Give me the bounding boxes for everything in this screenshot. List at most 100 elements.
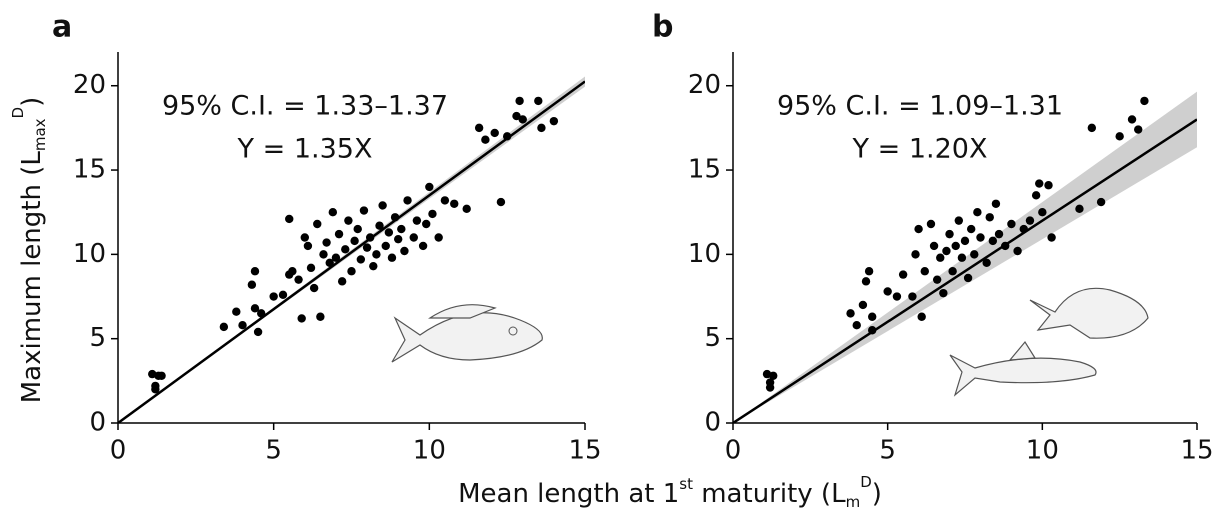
annotation: Y = 1.20X [852,134,988,165]
data-point [288,267,297,276]
data-point [945,229,954,239]
data-point [534,96,543,106]
data-point [347,267,356,276]
data-point [151,381,160,391]
data-point [864,267,874,276]
panel-label: a [52,10,72,45]
data-point [1007,219,1016,229]
data-point [973,208,982,217]
data-point [344,216,353,225]
y-tick-label: 20 [73,70,106,100]
y-tick-label: 15 [688,155,721,185]
data-point [294,275,303,284]
data-point [908,292,917,301]
data-point [353,224,362,234]
data-point [898,270,908,279]
data-point [331,253,341,262]
data-point [948,267,957,276]
data-point [951,241,960,251]
data-point [306,263,316,273]
data-point [337,277,347,286]
plot-area [118,76,585,423]
x-tick-label: 10 [1026,436,1059,466]
data-point [917,312,926,321]
data-point [269,292,278,301]
panel-label: b [652,10,673,45]
data-point [920,267,929,276]
data-point [1115,132,1124,141]
data-point [365,233,375,242]
data-point [334,229,344,239]
data-point [369,261,378,271]
data-point [490,128,499,138]
annotation: 95% C.I. = 1.33–1.37 [162,91,448,122]
data-point [537,123,546,133]
data-point [1127,115,1137,124]
data-point [278,290,288,300]
data-point [1044,181,1053,190]
data-point [341,245,350,254]
data-point [309,283,319,293]
data-point [858,300,868,310]
data-point [462,204,471,214]
data-point [861,277,871,286]
data-point [412,216,422,225]
data-point [1035,179,1044,188]
data-point [994,229,1004,239]
data-point [328,208,338,217]
data-point [232,307,241,316]
annotation: 95% C.I. = 1.09–1.31 [777,91,1063,122]
data-point [963,273,973,283]
y-tick-label: 0 [89,408,106,438]
data-point [982,258,991,267]
data-point [970,250,979,259]
data-point [1019,224,1028,234]
data-point [852,320,861,330]
data-point [474,123,484,133]
data-point [359,206,369,215]
data-point [1031,191,1041,200]
data-point [394,234,403,244]
data-point [936,253,945,262]
data-point [957,253,967,262]
data-point [381,241,390,251]
data-point [512,111,521,121]
data-point [1134,125,1143,134]
data-point [440,196,450,205]
data-point [988,236,998,246]
data-point [518,115,527,124]
plot-area [733,91,1197,423]
data-point [418,241,428,251]
y-tick-label: 5 [704,323,721,353]
data-point [362,243,372,252]
y-tick-label: 20 [688,70,721,100]
data-point [1075,204,1084,214]
data-point [387,253,397,262]
data-point [378,201,387,210]
data-point [422,219,431,229]
data-point [883,287,892,296]
data-point [502,132,512,141]
data-point [219,322,229,332]
data-point [303,241,313,251]
data-point [1038,208,1047,217]
data-point [250,304,260,313]
data-point [496,197,506,207]
data-point [1096,197,1106,207]
data-point [257,309,266,318]
data-point [313,219,322,229]
data-point [285,214,294,224]
data-point [247,280,257,289]
data-point [932,275,942,284]
data-point [911,250,920,259]
y-tick-label: 0 [704,408,721,438]
data-point [297,314,306,323]
data-point [390,213,400,222]
data-point [1025,216,1035,225]
data-point [325,258,334,267]
annotation: Y = 1.35X [237,134,373,165]
data-point [985,213,994,222]
data-point [253,327,263,337]
y-tick-label: 10 [73,239,106,269]
